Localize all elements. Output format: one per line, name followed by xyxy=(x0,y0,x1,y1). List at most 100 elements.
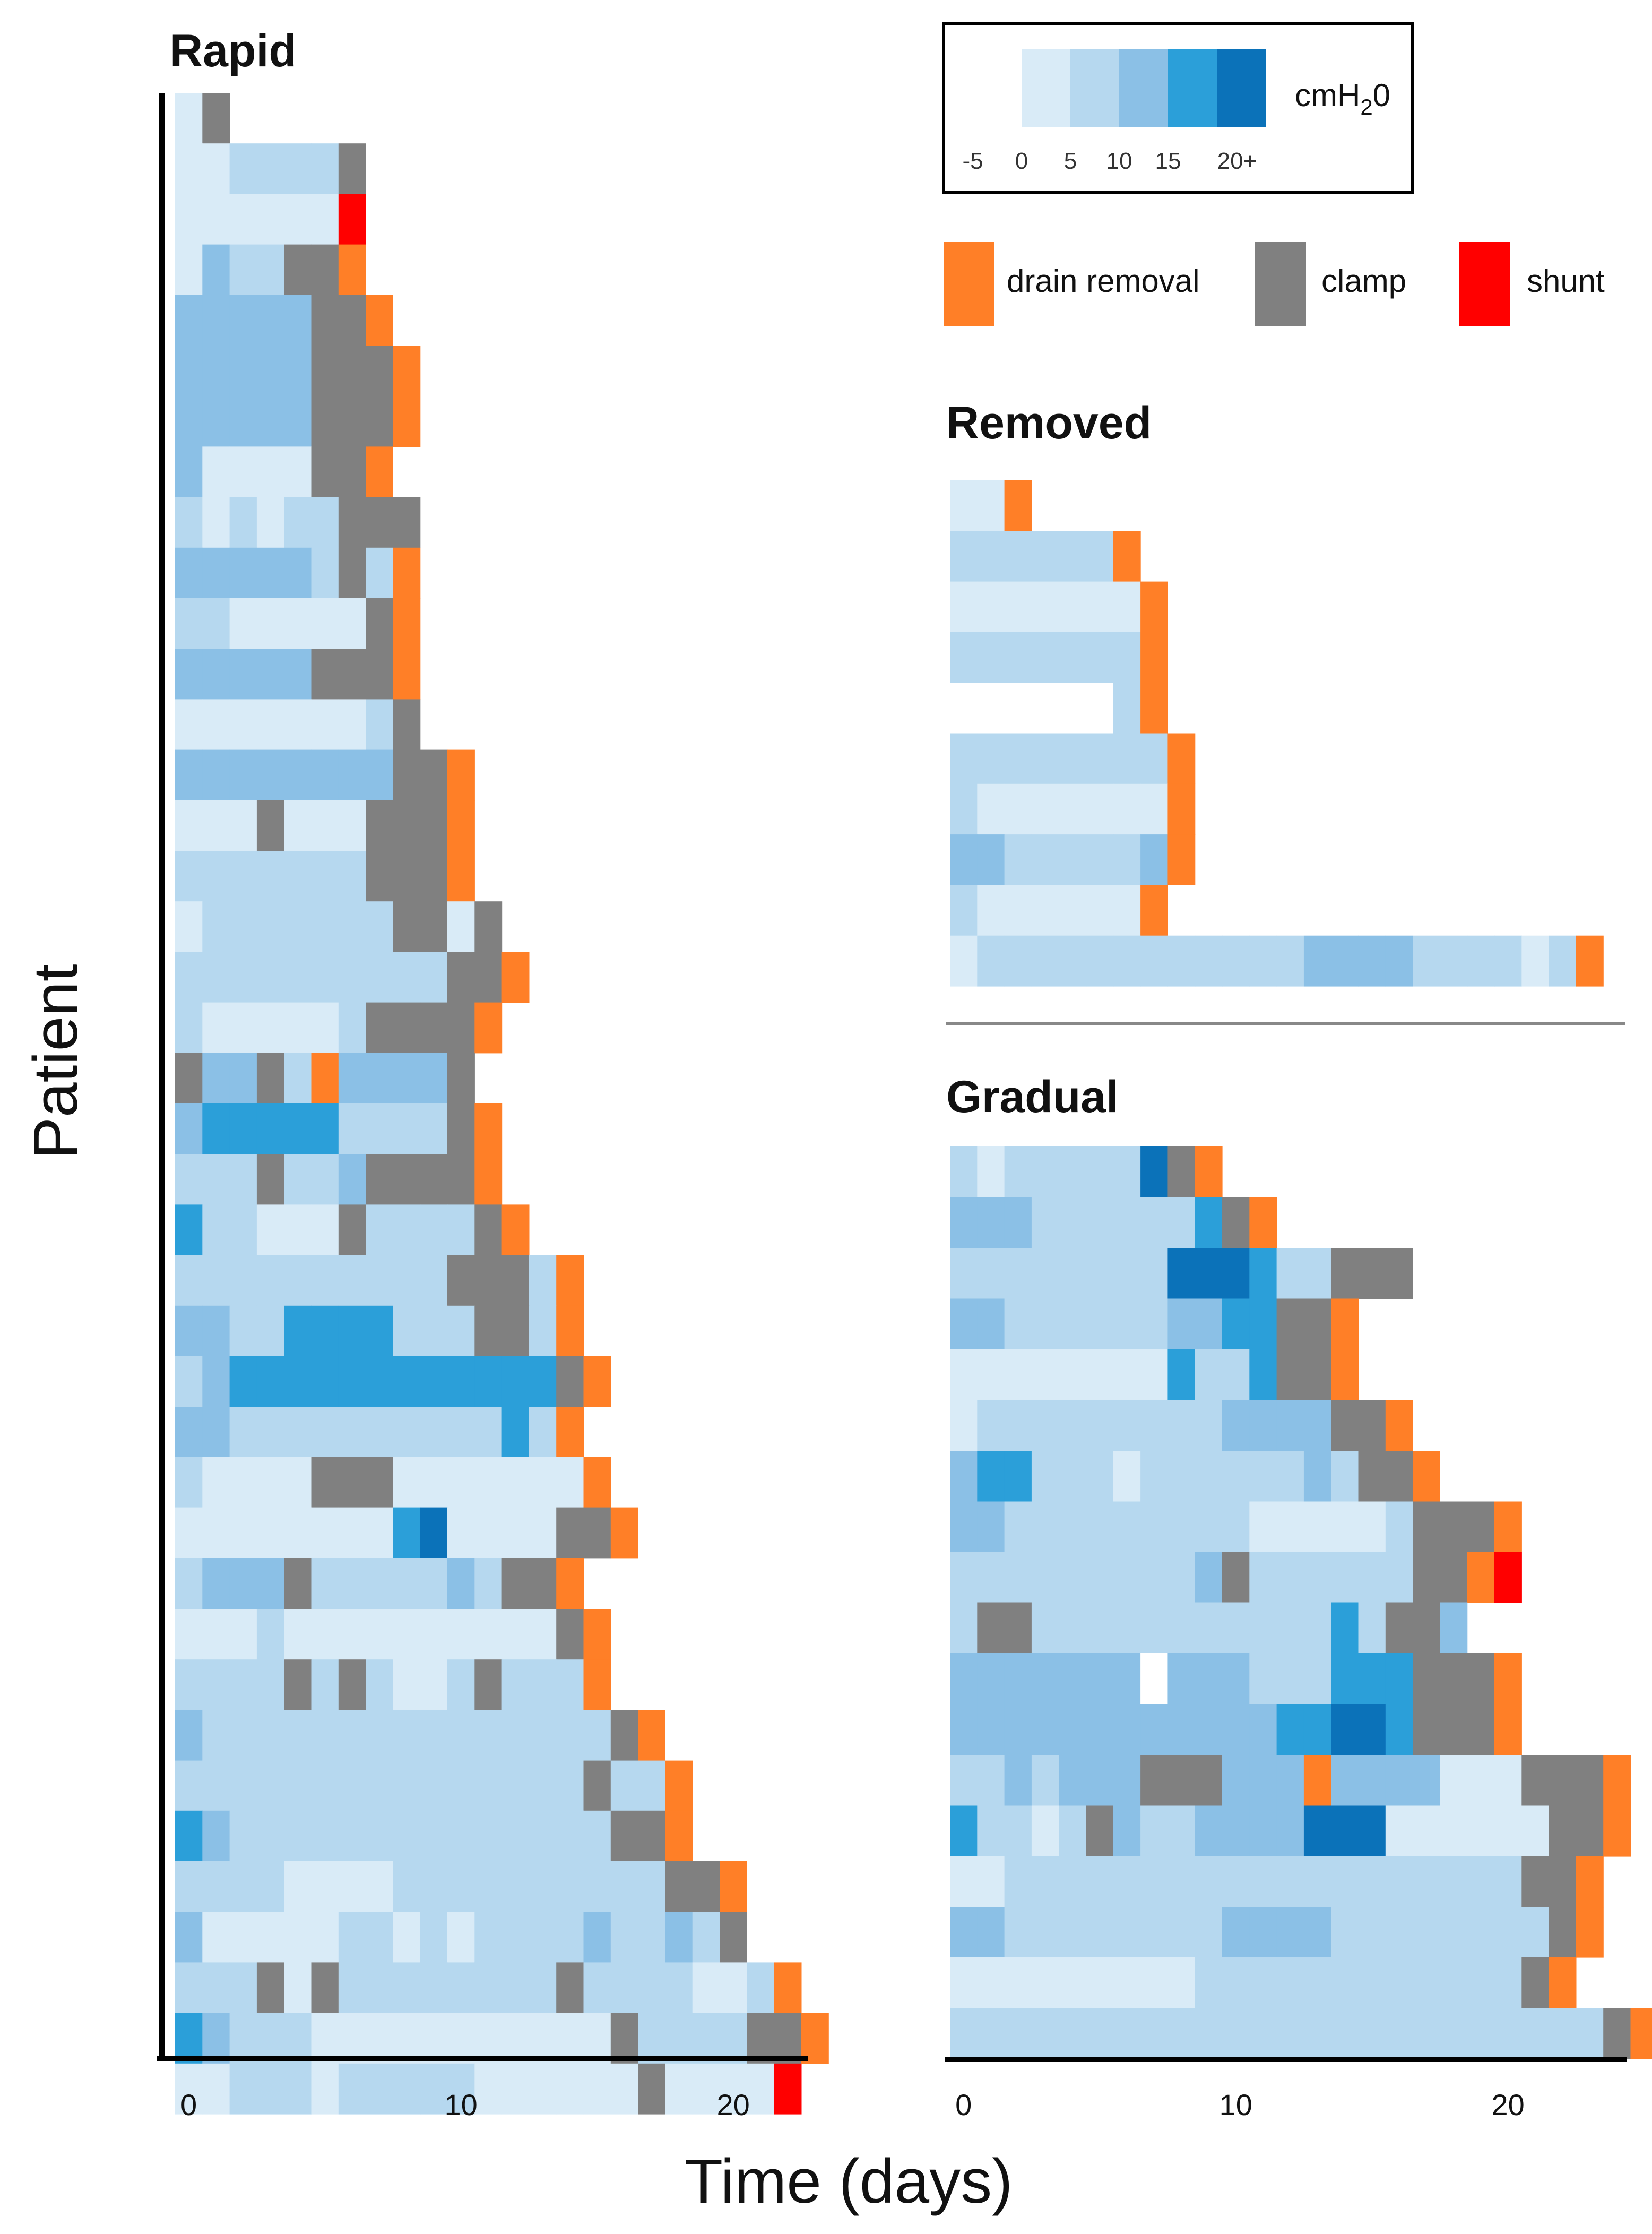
cell xyxy=(502,2064,530,2115)
cell xyxy=(257,901,284,952)
cell xyxy=(284,2064,312,2115)
cell xyxy=(1140,1248,1168,1299)
cell xyxy=(257,446,284,497)
cell xyxy=(420,1558,448,1609)
cell xyxy=(1167,1502,1195,1552)
cell xyxy=(529,1659,557,1710)
cell xyxy=(1331,1552,1359,1603)
cell xyxy=(611,1962,638,2013)
cell xyxy=(1195,1755,1223,1806)
cell xyxy=(950,582,978,633)
cell xyxy=(665,2064,693,2115)
cell xyxy=(230,750,257,801)
cell xyxy=(257,1053,284,1104)
cell xyxy=(1521,1856,1549,1907)
cell xyxy=(1140,1197,1168,1248)
cell xyxy=(1140,1502,1168,1552)
cell xyxy=(1413,1502,1440,1552)
cell xyxy=(1059,784,1086,835)
cell xyxy=(1113,784,1141,835)
cell xyxy=(1032,1653,1059,1704)
legend-label: drain removal xyxy=(1007,263,1200,299)
cell xyxy=(339,901,366,952)
cell xyxy=(366,1053,393,1104)
cell xyxy=(1467,1907,1495,1958)
cell xyxy=(284,1457,312,1508)
cell xyxy=(1059,1197,1086,1248)
cell xyxy=(977,1704,1005,1755)
cell xyxy=(284,1912,312,1963)
cell xyxy=(447,1811,475,1862)
cell xyxy=(1140,936,1168,987)
colorbar-swatch xyxy=(1217,49,1266,127)
cell xyxy=(1086,1755,1114,1806)
cell xyxy=(950,1907,978,1958)
cell xyxy=(1113,1349,1141,1400)
cell xyxy=(393,1407,420,1457)
cell xyxy=(1249,1349,1277,1400)
cell xyxy=(393,1103,420,1154)
cell xyxy=(1386,1603,1413,1654)
cell xyxy=(202,1761,230,1812)
cell xyxy=(175,649,203,700)
cell xyxy=(1222,1197,1250,1248)
cell xyxy=(1304,1248,1331,1299)
cell xyxy=(1222,1755,1250,1806)
cell xyxy=(1032,632,1059,683)
cell xyxy=(257,1912,284,1963)
cell xyxy=(447,1356,475,1407)
cell xyxy=(312,497,339,548)
cell xyxy=(257,295,284,346)
cell xyxy=(611,1761,638,1812)
cell xyxy=(1222,1248,1250,1299)
cell xyxy=(284,851,312,902)
cell xyxy=(339,2064,366,2115)
colorbar-swatch xyxy=(973,49,1022,127)
cell xyxy=(202,194,230,245)
cell xyxy=(1005,1146,1032,1197)
cell xyxy=(257,699,284,750)
x-tick-label: 20 xyxy=(716,2088,749,2121)
cell xyxy=(230,1154,257,1205)
colorbar-tick-label: 0 xyxy=(1015,148,1028,174)
cell xyxy=(257,1962,284,2013)
cell xyxy=(284,1811,312,1862)
cell xyxy=(1304,1653,1331,1704)
cell xyxy=(1167,1197,1195,1248)
legend-swatch-clamp xyxy=(1255,242,1306,326)
cell xyxy=(1494,1907,1522,1958)
cell xyxy=(474,1103,502,1154)
cell xyxy=(175,1761,203,1812)
cell xyxy=(1440,2008,1467,2059)
cell xyxy=(502,1659,530,1710)
cell xyxy=(977,734,1005,784)
cell xyxy=(502,1811,530,1862)
cell xyxy=(257,598,284,649)
cell xyxy=(1059,683,1086,734)
cell xyxy=(665,1912,693,1963)
cell xyxy=(638,1761,665,1812)
x-tick-label: 0 xyxy=(180,2088,197,2121)
cell xyxy=(1603,1806,1631,1857)
cell xyxy=(474,1811,502,1862)
cell xyxy=(312,800,339,851)
cell xyxy=(747,1962,774,2013)
cell xyxy=(1222,1704,1250,1755)
cell xyxy=(1249,1451,1277,1502)
cell xyxy=(1140,683,1168,734)
cell xyxy=(1140,834,1168,885)
cell xyxy=(202,295,230,346)
cell xyxy=(1195,1704,1223,1755)
cell xyxy=(1005,1451,1032,1502)
cell xyxy=(950,1603,978,1654)
cell xyxy=(230,2064,257,2115)
cell xyxy=(1167,1806,1195,1857)
cell xyxy=(339,548,366,599)
cell xyxy=(447,1761,475,1812)
cell xyxy=(1304,2008,1331,2059)
cell xyxy=(1304,1349,1331,1400)
cell xyxy=(312,649,339,700)
cell xyxy=(1032,1349,1059,1400)
cell xyxy=(1140,1349,1168,1400)
cell xyxy=(977,784,1005,835)
